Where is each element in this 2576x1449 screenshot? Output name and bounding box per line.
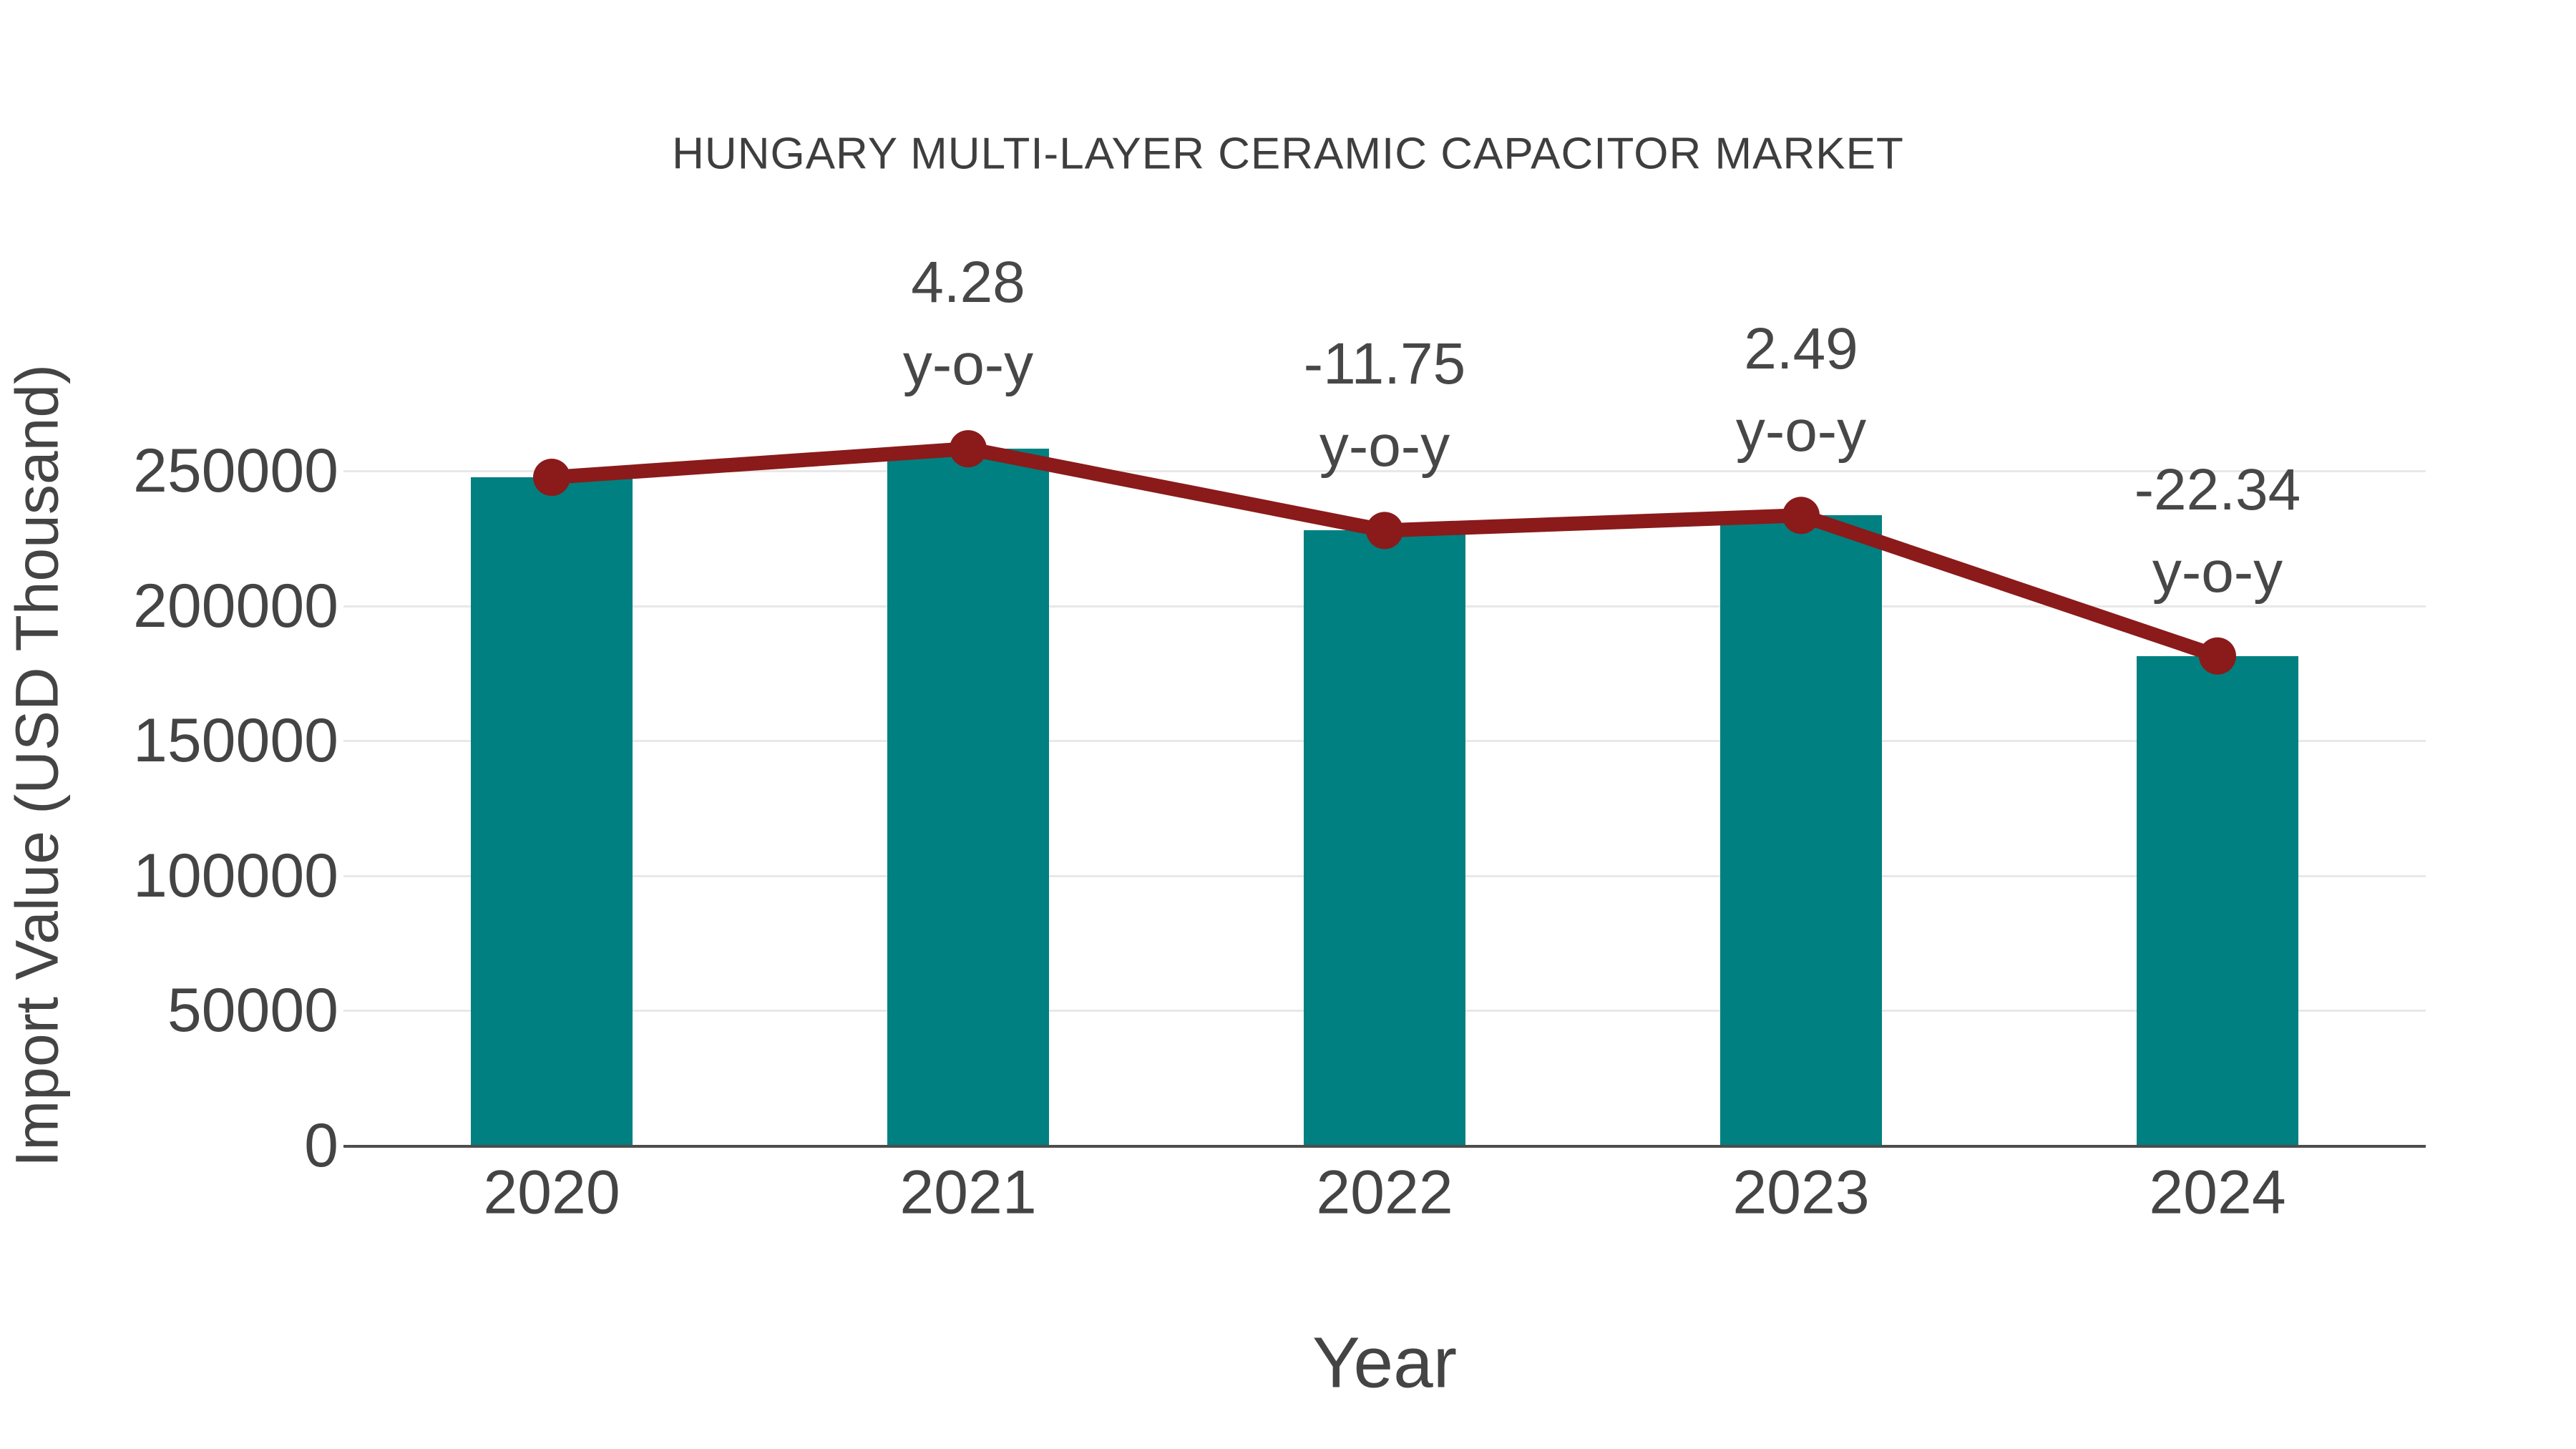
bar-2021 <box>887 449 1049 1146</box>
trend-marker-2022 <box>1366 512 1403 550</box>
x-tick-label-2020: 2020 <box>483 1158 620 1227</box>
yoy-value-2022: -11.75 <box>1303 331 1466 397</box>
trend-marker-2021 <box>950 430 987 468</box>
yoy-value-2021: 4.28 <box>911 250 1025 316</box>
x-axis-line <box>343 1145 2426 1148</box>
trend-marker-2024 <box>2199 637 2236 675</box>
bar-2020 <box>471 477 633 1146</box>
y-tick-label-0: 0 <box>304 1111 338 1180</box>
x-tick-label-2023: 2023 <box>1732 1158 1870 1227</box>
y-tick-label-100000: 100000 <box>133 841 338 910</box>
yoy-label-2022: y-o-y <box>1319 414 1450 479</box>
yoy-label-2021: y-o-y <box>902 332 1034 398</box>
x-tick-label-2022: 2022 <box>1316 1158 1453 1227</box>
yoy-label-2024: y-o-y <box>2152 539 2283 605</box>
x-axis-title: Year <box>1312 1322 1458 1403</box>
bar-2022 <box>1304 530 1465 1146</box>
bar-2024 <box>2137 655 2298 1146</box>
bar-2023 <box>1720 515 1882 1146</box>
trend-marker-2020 <box>533 459 570 497</box>
y-tick-label-250000: 250000 <box>133 436 338 505</box>
y-tick-label-150000: 150000 <box>133 706 338 776</box>
chart-title: HUNGARY MULTI-LAYER CERAMIC CAPACITOR MA… <box>672 129 1904 179</box>
yoy-value-2024: -22.34 <box>2134 457 2301 522</box>
yoy-label-2023: y-o-y <box>1735 399 1867 464</box>
x-tick-label-2021: 2021 <box>899 1158 1037 1227</box>
yoy-value-2023: 2.49 <box>1744 316 1858 382</box>
y-tick-label-50000: 50000 <box>167 976 338 1045</box>
gridline-250000 <box>343 470 2426 472</box>
x-tick-label-2024: 2024 <box>2149 1158 2286 1227</box>
y-tick-label-200000: 200000 <box>133 571 338 640</box>
trend-marker-2023 <box>1782 497 1820 535</box>
